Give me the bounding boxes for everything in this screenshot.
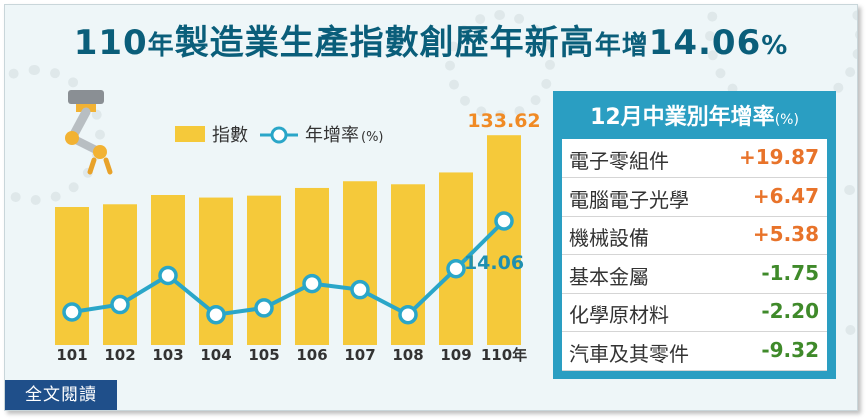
x-tick-label: 104 bbox=[200, 346, 231, 364]
gear-decoration bbox=[445, 10, 555, 120]
growth-value: +6.47 bbox=[752, 183, 819, 208]
page-title: 110年製造業生產指數創歷年新高年增14.06% bbox=[73, 23, 789, 63]
table-row: 電腦電子光學 +6.47 bbox=[562, 178, 827, 217]
robot-arm-icon bbox=[65, 90, 113, 175]
x-tick-label: 110年 bbox=[481, 346, 527, 364]
full-text-button[interactable]: 全文閱讀 bbox=[5, 380, 117, 410]
bar-value-label: 133.62 bbox=[467, 110, 540, 132]
x-tick-label: 103 bbox=[152, 346, 183, 364]
growth-value: +5.38 bbox=[752, 222, 819, 247]
table-body: 電子零組件 +19.87 電腦電子光學 +6.47 機械設備 +5.38 基本金屬 -1.75… bbox=[562, 139, 827, 371]
industry-name: 化學原材料 bbox=[569, 303, 669, 328]
x-tick-label: 106 bbox=[296, 346, 327, 364]
industry-growth-table: 12月中業別年增率(%) 電子零組件 +19.87 電腦電子光學 +6.47 機械設備 +… bbox=[553, 91, 836, 379]
growth-point-108 bbox=[398, 304, 418, 325]
growth-point-104 bbox=[206, 304, 226, 325]
x-tick-label: 101 bbox=[56, 346, 87, 364]
growth-point-110年 bbox=[494, 211, 514, 231]
growth-value: -9.32 bbox=[761, 338, 819, 362]
table-row: 汽車及其零件 -9.32 bbox=[562, 332, 827, 371]
bar-102 bbox=[103, 204, 137, 345]
growth-point-106 bbox=[302, 273, 322, 294]
growth-line bbox=[71, 219, 506, 318]
legend-line-marker bbox=[270, 126, 288, 144]
growth-point-107 bbox=[350, 279, 370, 300]
line-value-label: 14.06 bbox=[464, 252, 524, 274]
growth-point-102 bbox=[110, 294, 130, 315]
bar-101 bbox=[55, 207, 89, 345]
x-tick-label: 107 bbox=[344, 346, 375, 364]
industry-name: 汽車及其零件 bbox=[569, 342, 689, 366]
legend-bar-label: 指數 bbox=[212, 125, 248, 146]
growth-point-101 bbox=[62, 302, 82, 322]
table-row: 電子零組件 +19.87 bbox=[562, 139, 827, 178]
bar-line-chart: 指數 年增率 (%) 133.62 14.06 101 102 103 104 105 10… bbox=[55, 110, 541, 364]
industry-name: 機械設備 bbox=[569, 226, 649, 251]
growth-value: -1.75 bbox=[761, 260, 819, 285]
chart-legend: 指數 年增率 (%) bbox=[175, 125, 384, 146]
legend-bar-swatch bbox=[175, 126, 205, 142]
growth-point-105 bbox=[254, 298, 274, 318]
growth-point-109 bbox=[446, 258, 466, 279]
industry-name: 基本金屬 bbox=[569, 264, 649, 289]
bar-107 bbox=[343, 181, 377, 345]
table-row: 機械設備 +5.38 bbox=[562, 216, 827, 256]
x-tick-label: 102 bbox=[104, 346, 135, 364]
bar-105 bbox=[247, 195, 281, 345]
growth-value: -2.20 bbox=[761, 299, 819, 324]
table-title: 12月中業別年增率(%) bbox=[590, 105, 799, 130]
industry-name: 電子零組件 bbox=[569, 149, 669, 173]
bar-110年 bbox=[487, 135, 521, 345]
x-tick-label: 108 bbox=[392, 346, 423, 364]
growth-point-103 bbox=[158, 265, 178, 286]
table-row: 化學原材料 -2.20 bbox=[562, 293, 827, 333]
table-row: 基本金屬 -1.75 bbox=[562, 255, 827, 294]
gear-decoration bbox=[5, 65, 105, 205]
infographic-frame: 110年製造業生產指數創歷年新高年增14.06% 指數 年增率 (%) 133.6… bbox=[4, 4, 858, 411]
industry-name: 電腦電子光學 bbox=[569, 187, 689, 212]
x-tick-label: 105 bbox=[248, 346, 279, 364]
x-tick-label: 109 bbox=[440, 346, 471, 364]
bar-106 bbox=[295, 187, 329, 345]
legend-line-label: 年增率 (%) bbox=[305, 125, 384, 146]
growth-value: +19.87 bbox=[738, 145, 819, 169]
